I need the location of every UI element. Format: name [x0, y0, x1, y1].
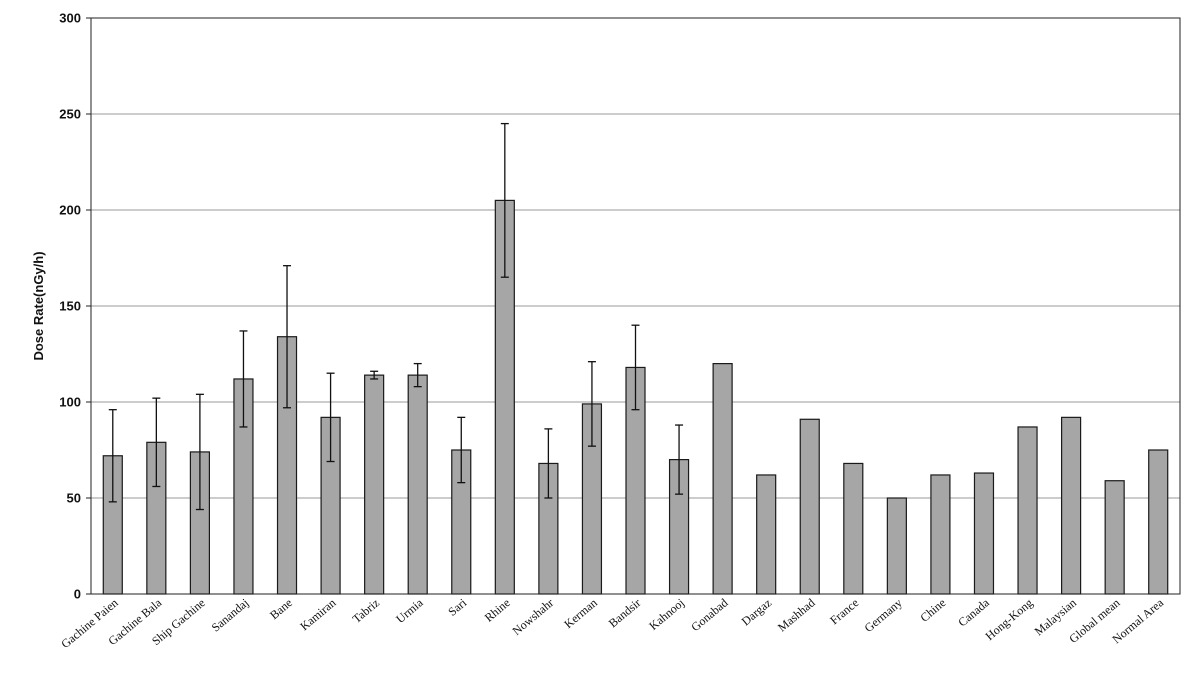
- x-category-label: Germany: [862, 596, 905, 635]
- x-category-label: Rhine: [482, 596, 513, 625]
- y-tick-label: 150: [59, 299, 81, 314]
- error-bar: [195, 393, 204, 511]
- bar: [1060, 416, 1082, 595]
- bar: [1148, 449, 1169, 595]
- x-category-label: Bane: [267, 596, 295, 623]
- x-category-label: Kamiran: [297, 596, 338, 634]
- error-bar: [500, 122, 509, 278]
- gridlines: [91, 113, 1180, 499]
- bar: [1104, 480, 1125, 595]
- bar: [756, 474, 777, 595]
- bar: [799, 418, 820, 595]
- error-bar: [152, 397, 161, 488]
- error-bar: [675, 424, 684, 495]
- x-category-label: Sanandaj: [209, 596, 252, 635]
- x-category-label: France: [827, 596, 861, 628]
- error-bar: [239, 330, 248, 428]
- error-bar: [413, 362, 422, 388]
- x-category-label: Tabriz: [350, 596, 382, 626]
- y-axis-ticks: 0 50 100 150 200 250 300: [59, 11, 91, 602]
- bar: [843, 462, 864, 595]
- x-category-label: Chine: [917, 596, 948, 625]
- error-bar: [370, 370, 379, 380]
- x-category-label: Mashhad: [775, 596, 818, 635]
- error-bar: [283, 265, 292, 409]
- error-bars: [108, 122, 684, 511]
- error-bar: [631, 324, 640, 411]
- y-tick-label: 300: [59, 11, 81, 26]
- bar: [712, 363, 733, 595]
- x-category-label: Bandsir: [606, 596, 644, 631]
- y-tick-label: 250: [59, 107, 81, 122]
- y-tick-label: 50: [67, 491, 81, 506]
- x-category-label: Nowshahr: [510, 596, 557, 638]
- error-bar: [544, 428, 553, 499]
- error-bar: [457, 416, 466, 484]
- plot-area-border: [90, 17, 1181, 595]
- error-bar: [587, 361, 596, 447]
- x-category-label: Sari: [445, 595, 469, 619]
- x-category-label: Gonabad: [688, 596, 730, 635]
- bar: [407, 374, 428, 595]
- bar: [973, 472, 995, 595]
- y-axis-label: Dose Rate(nGy/h): [31, 251, 46, 360]
- x-category-label: Kahnooj: [646, 596, 687, 633]
- bar: [364, 374, 385, 595]
- x-category-label: Urmia: [393, 595, 426, 626]
- error-bar: [108, 409, 117, 503]
- error-bar: [326, 372, 335, 463]
- y-tick-label: 0: [74, 587, 81, 602]
- bar: [1017, 426, 1038, 595]
- y-tick-label: 100: [59, 395, 81, 410]
- bar: [930, 474, 951, 595]
- y-tick-label: 200: [59, 203, 81, 218]
- x-category-label: Hong-Kong: [983, 596, 1036, 644]
- x-category-label: Kerman: [561, 596, 600, 632]
- x-category-label: Canada: [955, 595, 992, 629]
- bars: [102, 199, 1169, 595]
- bar: [886, 497, 907, 595]
- x-category-label: Dargaz: [739, 596, 774, 629]
